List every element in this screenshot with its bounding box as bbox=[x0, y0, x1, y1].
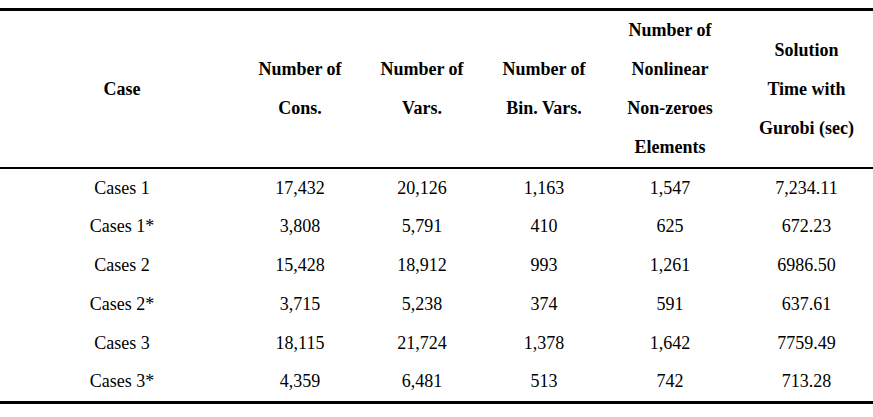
cell-num-bin-vars: 513 bbox=[488, 363, 600, 402]
header-line: Bin. Vars. bbox=[488, 89, 600, 128]
cell-solution-time: 7759.49 bbox=[740, 324, 873, 363]
header-line: Number of bbox=[356, 50, 488, 89]
header-line: Elements bbox=[600, 128, 740, 167]
table-row: Cases 3 18,115 21,724 1,378 1,642 7759.4… bbox=[0, 324, 873, 363]
header-line: Time with bbox=[740, 70, 873, 109]
cell-num-bin-vars: 1,163 bbox=[488, 168, 600, 207]
cell-nonlinear-nonzeroes: 1,547 bbox=[600, 168, 740, 207]
col-header-num-vars: Number of Vars. bbox=[356, 10, 488, 169]
cell-solution-time: 672.23 bbox=[740, 207, 873, 246]
cell-solution-time: 713.28 bbox=[740, 363, 873, 402]
cell-num-vars: 21,724 bbox=[356, 324, 488, 363]
cell-case: Cases 2 bbox=[0, 246, 244, 285]
table-row: Cases 1* 3,808 5,791 410 625 672.23 bbox=[0, 207, 873, 246]
cell-nonlinear-nonzeroes: 742 bbox=[600, 363, 740, 402]
header-line: Case bbox=[0, 70, 244, 109]
cell-nonlinear-nonzeroes: 591 bbox=[600, 285, 740, 324]
paper-table-page: Case Number of Cons. Number of Vars. Num… bbox=[0, 0, 873, 417]
cell-num-bin-vars: 993 bbox=[488, 246, 600, 285]
cell-num-vars: 5,238 bbox=[356, 285, 488, 324]
cell-num-cons: 4,359 bbox=[244, 363, 356, 402]
cell-num-vars: 18,912 bbox=[356, 246, 488, 285]
cell-case: Cases 1* bbox=[0, 207, 244, 246]
table-row: Cases 3* 4,359 6,481 513 742 713.28 bbox=[0, 363, 873, 402]
cell-num-cons: 15,428 bbox=[244, 246, 356, 285]
cell-case: Cases 3* bbox=[0, 363, 244, 402]
col-header-num-cons: Number of Cons. bbox=[244, 10, 356, 169]
results-table: Case Number of Cons. Number of Vars. Num… bbox=[0, 8, 873, 404]
col-header-case: Case bbox=[0, 10, 244, 169]
header-row: Case Number of Cons. Number of Vars. Num… bbox=[0, 10, 873, 169]
cell-num-bin-vars: 410 bbox=[488, 207, 600, 246]
header-line: Number of bbox=[488, 50, 600, 89]
cell-nonlinear-nonzeroes: 1,642 bbox=[600, 324, 740, 363]
table-row: Cases 2* 3,715 5,238 374 591 637.61 bbox=[0, 285, 873, 324]
col-header-nonlinear-nonzeroes: Number of Nonlinear Non-zeroes Elements bbox=[600, 10, 740, 169]
cell-nonlinear-nonzeroes: 1,261 bbox=[600, 246, 740, 285]
header-line: Number of bbox=[600, 11, 740, 50]
cell-num-bin-vars: 1,378 bbox=[488, 324, 600, 363]
cell-num-cons: 17,432 bbox=[244, 168, 356, 207]
cell-num-vars: 5,791 bbox=[356, 207, 488, 246]
cell-solution-time: 6986.50 bbox=[740, 246, 873, 285]
cell-case: Cases 2* bbox=[0, 285, 244, 324]
cell-solution-time: 7,234.11 bbox=[740, 168, 873, 207]
cell-num-cons: 18,115 bbox=[244, 324, 356, 363]
cell-case: Cases 1 bbox=[0, 168, 244, 207]
header-line: Gurobi (sec) bbox=[740, 109, 873, 148]
header-line: Solution bbox=[740, 31, 873, 70]
table-row: Cases 1 17,432 20,126 1,163 1,547 7,234.… bbox=[0, 168, 873, 207]
cell-num-cons: 3,808 bbox=[244, 207, 356, 246]
header-line: Cons. bbox=[244, 89, 356, 128]
header-line: Vars. bbox=[356, 89, 488, 128]
header-line: Non-zeroes bbox=[600, 89, 740, 128]
header-line: Number of bbox=[244, 50, 356, 89]
col-header-num-bin-vars: Number of Bin. Vars. bbox=[488, 10, 600, 169]
cell-solution-time: 637.61 bbox=[740, 285, 873, 324]
cell-case: Cases 3 bbox=[0, 324, 244, 363]
header-line: Nonlinear bbox=[600, 50, 740, 89]
col-header-solution-time: Solution Time with Gurobi (sec) bbox=[740, 10, 873, 169]
cell-num-vars: 20,126 bbox=[356, 168, 488, 207]
cell-num-bin-vars: 374 bbox=[488, 285, 600, 324]
cell-num-vars: 6,481 bbox=[356, 363, 488, 402]
cell-nonlinear-nonzeroes: 625 bbox=[600, 207, 740, 246]
cell-num-cons: 3,715 bbox=[244, 285, 356, 324]
table-row: Cases 2 15,428 18,912 993 1,261 6986.50 bbox=[0, 246, 873, 285]
